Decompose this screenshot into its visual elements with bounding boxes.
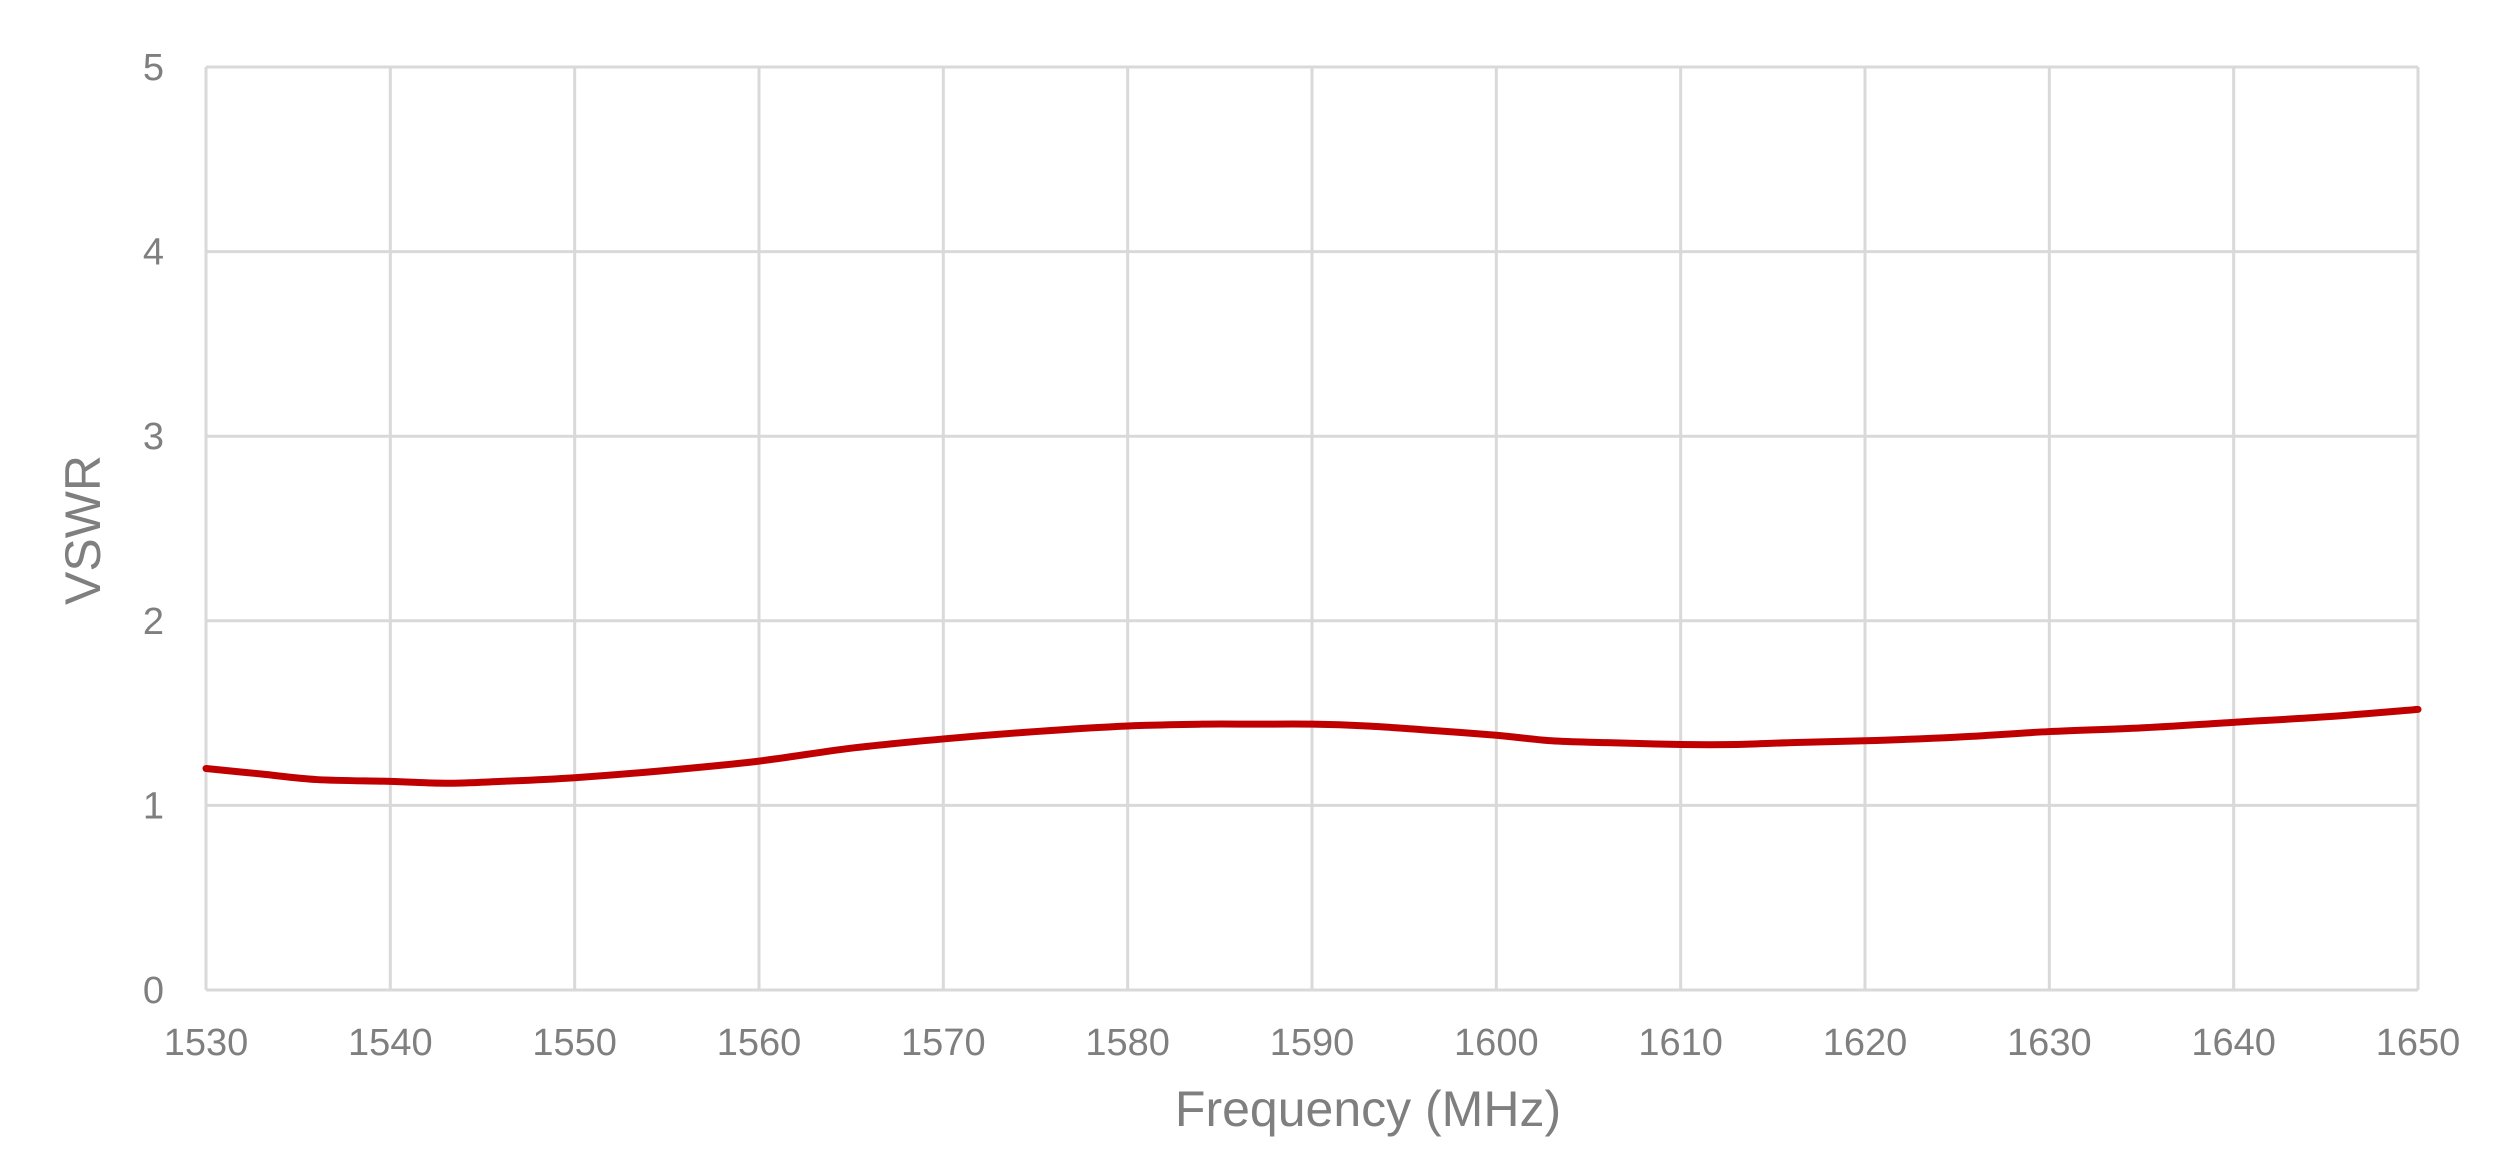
data-point [2139,725,2144,730]
vswr-series-line [202,705,2422,787]
data-point [204,766,209,771]
y-tick-label: 0 [143,970,164,1012]
data-point [388,779,393,784]
y-tick-label: 1 [143,785,164,827]
data-point [498,779,503,784]
data-point [1199,722,1204,727]
data-point [572,775,577,780]
x-tick-label: 1600 [1454,1022,1539,1064]
data-point [1604,740,1609,745]
data-point [1125,724,1130,729]
x-tick-label: 1530 [164,1022,249,1064]
x-tick-label: 1620 [1823,1022,1908,1064]
data-point [1789,740,1794,745]
y-tick-label: 5 [143,47,164,89]
data-point [1310,722,1315,727]
data-point [443,781,448,786]
grid-lines [206,65,2420,990]
data-point [1254,722,1259,727]
x-tick-label: 1610 [1638,1022,1723,1064]
x-axis-title: Frequency (MHz) [1175,1081,1561,1137]
y-tick-label: 3 [143,416,164,458]
data-point [259,772,264,777]
data-point [2416,707,2421,712]
data-point [757,759,762,764]
data-point [1494,733,1499,738]
x-tick-label: 1560 [717,1022,802,1064]
data-point [664,768,669,773]
plot-area [202,705,2422,787]
data-point [1549,738,1554,743]
data-point [2231,720,2236,725]
data-point [849,746,854,751]
x-tick-label: 1650 [2376,1022,2461,1064]
data-point [1955,735,1960,740]
x-tick-labels: 1530 1540 1550 1560 1570 1580 1590 1600 1610 1620… [164,1022,2461,1064]
x-tick-label: 1580 [1085,1022,1170,1064]
x-tick-label: 1590 [1270,1022,1355,1064]
data-point [1863,738,1868,743]
x-tick-label: 1570 [901,1022,986,1064]
axes [204,67,2418,992]
data-point [1678,742,1683,747]
y-axis-title: VSWR [55,455,111,605]
x-tick-label: 1550 [532,1022,617,1064]
data-point [1420,727,1425,732]
data-point [1033,729,1038,734]
data-point [1733,742,1738,747]
data-point [2047,729,2052,734]
x-tick-label: 1640 [2191,1022,2276,1064]
x-tick-label: 1630 [2007,1022,2092,1064]
y-tick-label: 2 [143,601,164,643]
data-point [1365,724,1370,729]
data-point [314,777,319,782]
y-tick-labels: 0 1 2 3 4 5 [143,47,164,1012]
data-point [941,736,946,741]
x-tick-label: 1540 [348,1022,433,1064]
data-point [2323,714,2328,719]
y-tick-label: 4 [143,232,164,274]
